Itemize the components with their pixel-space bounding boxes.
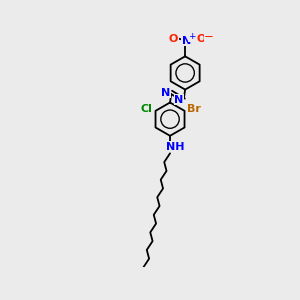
- Text: NH: NH: [166, 142, 184, 152]
- Text: Br: Br: [187, 104, 201, 114]
- Text: N: N: [182, 36, 191, 46]
- Text: O: O: [169, 34, 178, 44]
- Text: Cl: Cl: [141, 104, 153, 114]
- Text: O: O: [197, 34, 206, 44]
- Text: N: N: [161, 88, 171, 98]
- Text: +: +: [188, 32, 196, 41]
- Text: N: N: [174, 94, 184, 104]
- Text: −: −: [204, 30, 214, 43]
